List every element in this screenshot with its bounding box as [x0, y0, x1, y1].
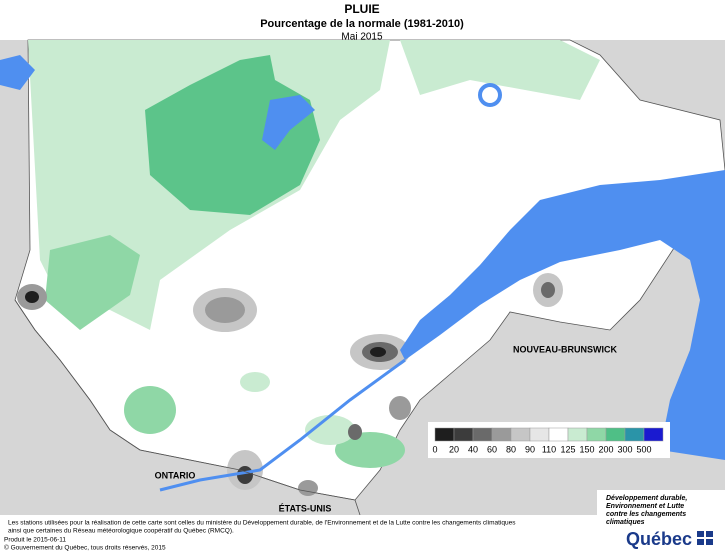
- green-zone: [124, 386, 176, 434]
- legend-label: 150: [579, 444, 594, 454]
- river: [159, 358, 406, 492]
- legend-label: 60: [487, 444, 497, 454]
- logo-text: Environnement et Lutte: [606, 503, 684, 510]
- lake: [262, 95, 315, 150]
- legend-label: 80: [506, 444, 516, 454]
- dry-zone: [389, 396, 411, 420]
- lake: [0, 55, 35, 90]
- border: [14, 299, 361, 516]
- legend-swatch: [624, 427, 645, 442]
- logo-name: Québec: [626, 529, 692, 549]
- region-label: NOUVEAU-BRUNSWICK: [513, 344, 617, 354]
- logo-text: climatiques: [606, 519, 645, 526]
- dry-zone: [348, 424, 362, 440]
- legend-swatch: [567, 427, 588, 442]
- dry-zone: [25, 291, 39, 303]
- legend-swatch: [510, 427, 531, 442]
- legend-label: 500: [636, 444, 651, 454]
- legend: 0 20 40 60 80 90 110 125 150 200 300 500: [428, 422, 670, 458]
- legend-label: 90: [525, 444, 535, 454]
- legend-swatch: [434, 427, 455, 442]
- st-lawrence: [400, 170, 725, 460]
- lake: [478, 83, 502, 107]
- dry-zone: [541, 282, 555, 298]
- date: Mai 2015: [341, 32, 383, 43]
- legend-label: 200: [598, 444, 613, 454]
- legend-swatch: [605, 427, 626, 442]
- legend-label: 125: [560, 444, 575, 454]
- logo-text: contre les changements: [606, 511, 686, 518]
- legend-swatch: [453, 427, 474, 442]
- green-zone: [240, 372, 270, 392]
- title: PLUIE: [344, 2, 379, 16]
- footnote: ainsi que certaines du Réseau météorolog…: [8, 528, 234, 535]
- footnote: Les stations utilisées pour la réalisati…: [8, 520, 516, 527]
- legend-swatch: [472, 427, 493, 442]
- legend-label: 300: [617, 444, 632, 454]
- dry-zone: [205, 297, 245, 323]
- legend-label: 40: [468, 444, 478, 454]
- legend-swatch: [586, 427, 607, 442]
- green-zone: [45, 235, 140, 330]
- dry-zone: [370, 347, 386, 357]
- legend-swatch: [643, 427, 664, 442]
- legend-swatch: [548, 427, 569, 442]
- copyright: © Gouvernement du Québec, tous droits ré…: [4, 544, 166, 552]
- legend-swatch: [529, 427, 550, 442]
- green-zone: [335, 432, 405, 468]
- legend-label: 0: [432, 444, 437, 454]
- region-label: ÉTATS-UNIS: [279, 503, 332, 513]
- green-zone: [305, 415, 355, 445]
- logo-text: Développement durable,: [606, 495, 687, 502]
- legend-label: 20: [449, 444, 459, 454]
- legend-swatch: [491, 427, 512, 442]
- region-label: ONTARIO: [155, 470, 196, 480]
- produced: Produit le 2015-06-11: [4, 537, 66, 544]
- green-zone: [145, 55, 320, 215]
- dry-zone: [298, 480, 318, 496]
- logo: Développement durable, Environnement et …: [597, 490, 725, 552]
- subtitle: Pourcentage de la normale (1981-2010): [260, 18, 464, 30]
- green-zone: [400, 40, 600, 100]
- legend-label: 110: [542, 444, 556, 454]
- dry-zone: [237, 466, 253, 484]
- logo-flag: [697, 531, 713, 545]
